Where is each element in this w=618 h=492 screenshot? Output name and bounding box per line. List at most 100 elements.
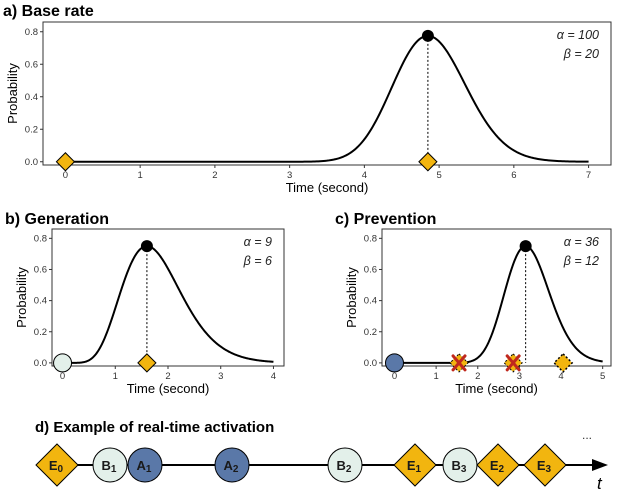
chart-title: b) Generation <box>5 211 109 228</box>
y-tick-label: 0.2 <box>364 327 377 338</box>
y-axis-label: Probability <box>344 267 359 328</box>
y-tick-label: 0.0 <box>25 157 38 168</box>
x-tick-label: 3 <box>287 170 292 181</box>
chart-title: c) Prevention <box>335 211 436 228</box>
timeline-node: A1 <box>127 447 163 483</box>
param-label: β = 6 <box>243 254 272 268</box>
timeline-arrowhead <box>592 459 608 471</box>
param-label: α = 36 <box>564 235 599 249</box>
timeline-node: E2 <box>476 443 520 487</box>
node-label: A1 <box>137 458 152 475</box>
y-tick-label: 0.8 <box>25 27 38 38</box>
x-axis-label: Time (second) <box>455 381 538 396</box>
x-tick-label: 5 <box>600 371 605 382</box>
param-label: α = 100 <box>557 28 599 42</box>
x-tick-label: 0 <box>60 371 65 382</box>
chart-a: a) Base rate 0.0 0.2 0.4 0.6 0.8 0 1 2 3 4 5 6 7 Time … <box>3 3 612 195</box>
prevented-x-mark <box>505 354 521 372</box>
event-diamond-marker <box>55 152 76 172</box>
density-curve <box>62 245 274 364</box>
y-tick-label: 0.4 <box>364 296 377 307</box>
timeline-node: B1 <box>92 447 128 483</box>
plot-frame <box>42 21 612 166</box>
timeline-ellipsis: ... <box>582 428 592 442</box>
node-label: E1 <box>407 458 422 475</box>
node-label: E3 <box>537 458 552 475</box>
param-label: β = 20 <box>563 47 599 61</box>
node-label: B2 <box>337 458 352 475</box>
x-tick-label: 1 <box>433 371 438 382</box>
y-tick-label: 0.6 <box>34 264 47 275</box>
x-tick-label: 2 <box>212 170 217 181</box>
x-tick-label: 2 <box>165 371 170 382</box>
chart-c: c) Prevention 0.0 0.2 0.4 0.6 0.8 0 1 2 3 4 5 Time (… <box>335 211 612 396</box>
y-tick-label: 0.0 <box>34 358 47 369</box>
event-diamond-marker <box>553 352 574 373</box>
y-tick-label: 0.8 <box>364 233 377 244</box>
timeline: d) Example of real-time activation ... t E0… <box>35 419 608 492</box>
peak-point <box>421 29 434 42</box>
x-tick-label: 1 <box>113 371 118 382</box>
timeline-node: E1 <box>393 443 437 487</box>
peak-point <box>519 240 532 253</box>
x-tick-label: 0 <box>63 170 68 181</box>
param-label: β = 12 <box>563 254 599 268</box>
x-tick-label: 4 <box>271 371 276 382</box>
cause-circle-marker <box>53 353 73 373</box>
event-diamond-node <box>523 443 567 487</box>
timeline-node: A2 <box>214 447 250 483</box>
y-tick-label: 0.6 <box>25 59 38 70</box>
x-tick-label: 5 <box>436 170 441 181</box>
event-diamond-node <box>35 443 79 487</box>
cause-circle-node <box>327 447 363 483</box>
y-axis-label: Probability <box>5 63 20 124</box>
cause-circle-node <box>214 447 250 483</box>
timeline-title: d) Example of real-time activation <box>35 419 274 436</box>
prevented-x-mark <box>451 354 467 372</box>
node-label: B3 <box>452 458 467 475</box>
timeline-node: E3 <box>523 443 567 487</box>
y-tick-label: 0.0 <box>364 358 377 369</box>
x-tick-label: 7 <box>586 170 591 181</box>
x-axis-label: Time (second) <box>127 381 210 396</box>
y-tick-label: 0.2 <box>34 327 47 338</box>
peak-point <box>140 240 153 253</box>
x-tick-label: 0 <box>392 371 397 382</box>
chart-b: b) Generation 0.0 0.2 0.4 0.6 0.8 0 1 2 3 4 Time (s… <box>5 211 285 396</box>
x-tick-label: 3 <box>517 371 522 382</box>
event-diamond-marker <box>418 152 438 172</box>
cause-circle-marker <box>384 353 404 373</box>
event-diamond-node <box>476 443 520 487</box>
density-curve <box>394 245 603 364</box>
event-diamond-marker <box>137 353 157 373</box>
density-curve <box>65 34 589 163</box>
x-tick-label: 2 <box>475 371 480 382</box>
x-tick-label: 4 <box>558 371 563 382</box>
x-axis-label: Time (second) <box>286 180 369 195</box>
event-diamond-node <box>393 443 437 487</box>
x-tick-label: 6 <box>511 170 516 181</box>
x-tick-label: 1 <box>138 170 143 181</box>
y-tick-label: 0.4 <box>25 92 38 103</box>
param-label: α = 9 <box>244 235 272 249</box>
cause-circle-node <box>127 447 163 483</box>
cause-circle-node <box>92 447 128 483</box>
plot-frame <box>381 228 612 367</box>
y-axis-label: Probability <box>14 267 29 328</box>
x-tick-label: 3 <box>218 371 223 382</box>
y-tick-label: 0.8 <box>34 233 47 244</box>
y-tick-label: 0.6 <box>364 264 377 275</box>
chart-title: a) Base rate <box>3 3 94 20</box>
node-label: A2 <box>224 458 239 475</box>
node-label: E0 <box>49 458 64 475</box>
x-tick-label: 4 <box>362 170 367 181</box>
timeline-node: B3 <box>442 447 478 483</box>
y-tick-label: 0.2 <box>25 124 38 135</box>
timeline-node: E0 <box>35 443 79 487</box>
node-label: B1 <box>102 458 117 475</box>
node-label: E2 <box>490 458 505 475</box>
y-tick-label: 0.4 <box>34 296 47 307</box>
timeline-axis-label: t <box>597 474 603 492</box>
timeline-node: B2 <box>327 447 363 483</box>
